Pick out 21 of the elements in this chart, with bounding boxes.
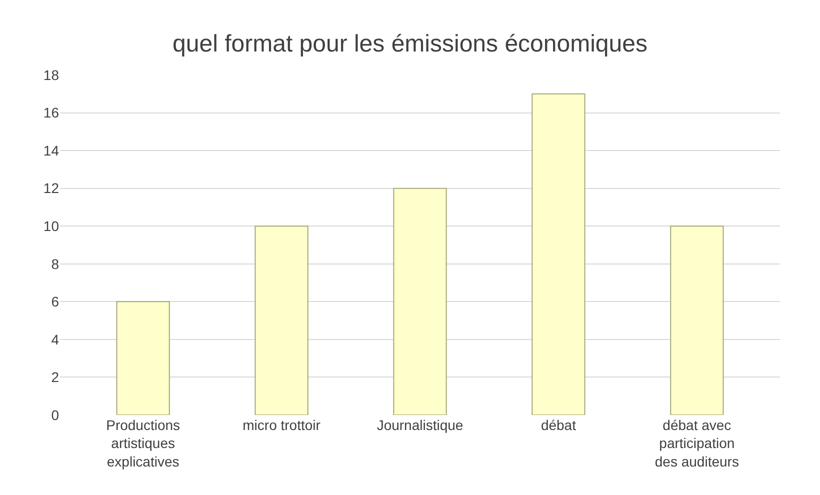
x-tick-label: débat avec participation des auditeurs: [654, 417, 739, 470]
y-tick-label: 18: [43, 66, 60, 83]
x-tick-label: Journalistique: [376, 417, 464, 433]
y-tick-label: 6: [51, 294, 60, 310]
y-tick-label: 4: [51, 331, 60, 348]
y-tick-label: 8: [51, 256, 60, 272]
x-tick-label: micro trottoir: [242, 417, 321, 433]
y-tick-label: 12: [43, 180, 60, 196]
x-tick-label: débat: [540, 417, 576, 433]
y-tick-label: 2: [51, 369, 60, 386]
y-tick-label: 14: [43, 142, 60, 158]
y-tick-label: 0: [51, 406, 60, 423]
x-tick-label: Productions artistiques explicatives: [106, 417, 180, 470]
chart-title: quel format pour les émissions économiques: [172, 30, 648, 58]
bar: [116, 301, 170, 415]
bar: [254, 226, 308, 415]
bar: [532, 93, 586, 415]
bar: [670, 226, 724, 415]
bar: [393, 188, 447, 415]
y-tick-label: 16: [43, 104, 60, 121]
y-tick-label: 10: [43, 218, 60, 234]
